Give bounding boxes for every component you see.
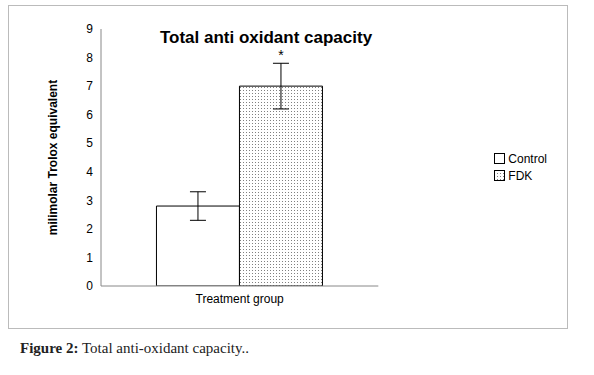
svg-text:milimolar Trolox equivalent: milimolar Trolox equivalent (46, 80, 60, 235)
svg-text:7: 7 (86, 79, 93, 93)
html-text:Control: Control (508, 151, 547, 166)
svg-text:4: 4 (86, 165, 93, 179)
svg-text:5: 5 (86, 136, 93, 150)
html-text:Total anti oxidant capacity: Total anti oxidant capacity (159, 28, 373, 47)
svg-text:1: 1 (86, 251, 93, 265)
html-text:Figure 2: Total anti-oxidant c: Figure 2: Total anti-oxidant capacity.. (20, 340, 249, 356)
svg-text:2: 2 (86, 222, 93, 236)
svg-text:*: * (278, 47, 284, 63)
svg-text:0: 0 (86, 279, 93, 293)
svg-text:6: 6 (86, 108, 93, 122)
svg-text:9: 9 (86, 22, 93, 36)
svg-text:3: 3 (86, 194, 93, 208)
svg-text:Treatment group: Treatment group (196, 292, 285, 306)
svg-text:8: 8 (86, 51, 93, 65)
html-text:FDK: FDK (508, 168, 533, 183)
